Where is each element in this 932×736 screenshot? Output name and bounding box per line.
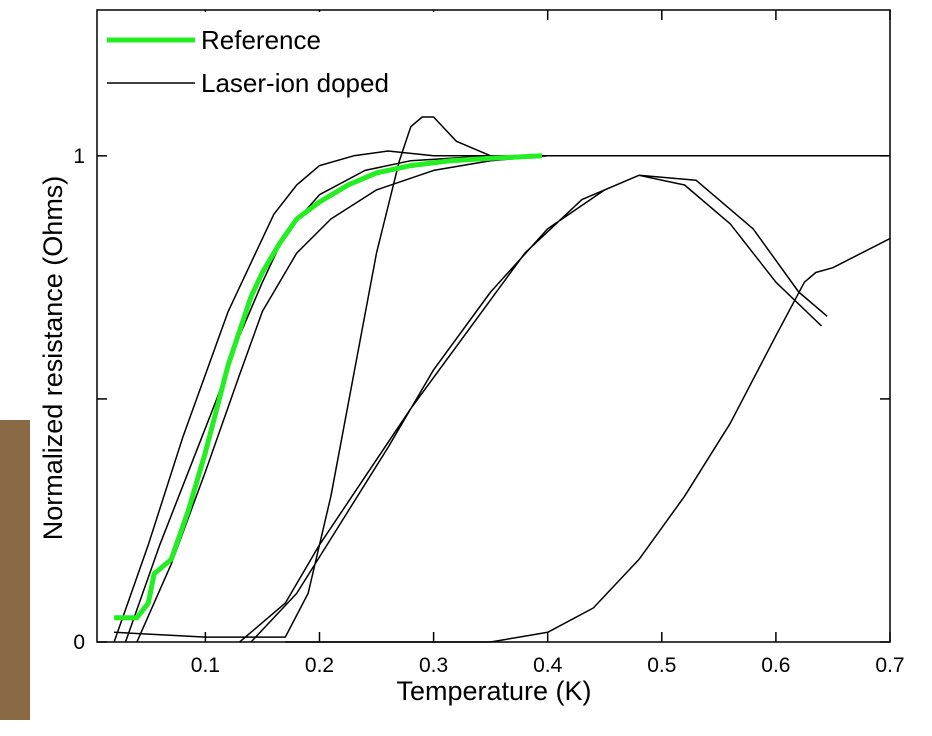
x-tick-label: 0.7 xyxy=(875,654,904,677)
y-axis-title: Normalized resistance (Ohms) xyxy=(38,176,68,541)
x-tick-label: 0.3 xyxy=(419,654,448,677)
x-axis-title: Temperature (K) xyxy=(396,676,591,706)
photo-fragment xyxy=(0,420,30,720)
legend-label: Reference xyxy=(201,25,321,55)
x-tick-label: 0.5 xyxy=(647,654,676,677)
x-tick-label: 0.2 xyxy=(305,654,334,677)
y-tick-label: 1 xyxy=(73,145,85,168)
plot-frame xyxy=(96,9,891,643)
x-tick-label: 0.4 xyxy=(533,654,563,677)
legend-label: Laser-ion doped xyxy=(201,68,389,98)
data-line xyxy=(114,153,543,621)
x-tick-label: 0.1 xyxy=(191,654,220,677)
legend-box xyxy=(99,12,469,102)
data-line xyxy=(113,116,891,643)
x-tick-label: 0.6 xyxy=(761,654,790,677)
y-tick-label: 0 xyxy=(73,631,85,654)
